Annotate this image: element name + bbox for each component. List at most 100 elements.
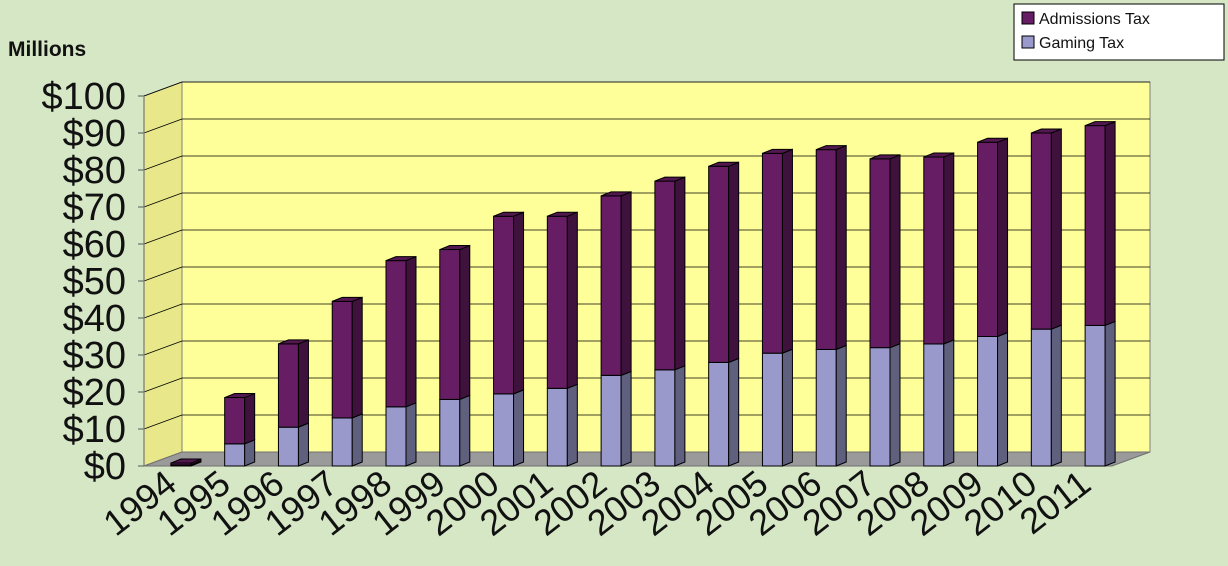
bar-side <box>351 413 363 467</box>
bar-front <box>385 406 407 467</box>
bar-side <box>351 296 363 419</box>
bar-admissions-tax-1994 <box>170 458 202 466</box>
gridline-side <box>143 192 183 208</box>
bar-gaming-tax-2005 <box>761 348 793 467</box>
bar-admissions-tax-2010 <box>1030 128 1062 330</box>
bar-side <box>674 365 686 467</box>
bar-front <box>331 300 353 419</box>
y-tick-label: $60 <box>63 224 126 266</box>
bar-front <box>277 343 299 428</box>
bar-admissions-tax-2007 <box>869 154 901 349</box>
bar-front <box>815 348 837 467</box>
bar-side <box>459 244 471 401</box>
bar-side <box>728 357 740 467</box>
bar-side <box>244 392 256 445</box>
bar-side <box>566 211 578 390</box>
bar-side <box>405 402 417 467</box>
bar-top <box>332 296 363 302</box>
bar-side <box>889 342 901 467</box>
bar-front <box>1084 125 1106 326</box>
bar-admissions-tax-1996 <box>277 339 309 428</box>
bar-gaming-tax-2004 <box>708 357 740 467</box>
bar-top <box>439 245 470 251</box>
bar-front <box>385 260 407 408</box>
bar-side <box>728 161 740 364</box>
bar-side <box>943 152 955 345</box>
y-tick-label: $20 <box>63 372 126 414</box>
bar-front <box>546 215 568 389</box>
bar-front <box>654 180 676 371</box>
gridline-side <box>143 340 183 356</box>
bar-front <box>224 443 246 467</box>
bar-admissions-tax-2006 <box>815 144 847 351</box>
y-tick-label: $100 <box>41 76 126 118</box>
y-tick-label: $30 <box>63 335 126 377</box>
bar-top <box>547 211 578 217</box>
gridline-side <box>143 118 183 134</box>
bar-gaming-tax-2009 <box>977 331 1009 467</box>
bar-top <box>762 148 793 154</box>
bar-side <box>297 422 309 467</box>
bar-side <box>781 348 793 467</box>
y-tick-label: $50 <box>63 261 126 303</box>
gridline-side <box>143 81 183 97</box>
bar-gaming-tax-2011 <box>1084 320 1116 467</box>
gridline-side <box>143 303 183 319</box>
bar-front <box>761 152 783 354</box>
bar-front <box>277 426 299 467</box>
bar-top <box>600 191 632 197</box>
bar-side <box>674 176 686 371</box>
bars <box>170 120 1116 467</box>
bar-front <box>815 149 837 350</box>
bar-gaming-tax-2006 <box>815 344 847 467</box>
bar-admissions-tax-1997 <box>331 296 363 419</box>
y-tick-label: $90 <box>63 113 126 155</box>
bar-top <box>1031 128 1062 134</box>
y-tick-label: $0 <box>84 446 126 488</box>
bar-gaming-tax-1999 <box>439 394 471 467</box>
bar-front <box>493 393 515 467</box>
legend-box <box>1013 3 1225 61</box>
bar-gaming-tax-2000 <box>493 389 525 467</box>
bar-front <box>493 215 515 395</box>
bar-top <box>869 154 901 160</box>
bar-front <box>1030 328 1052 467</box>
bar-front <box>923 156 945 345</box>
bar-side <box>997 137 1009 338</box>
bar-front <box>761 352 783 467</box>
y-tick-label: $40 <box>63 298 126 340</box>
bar-top <box>923 152 954 158</box>
bar-top <box>1084 121 1116 127</box>
bar-top <box>278 339 309 345</box>
bar-gaming-tax-2010 <box>1030 324 1062 467</box>
bar-front <box>439 398 461 467</box>
gridline-side <box>143 266 183 282</box>
bar-side <box>513 389 525 467</box>
y-tick-label: $70 <box>63 187 126 229</box>
bar-admissions-tax-1998 <box>385 255 417 408</box>
legend-label-gaming-tax: Gaming Tax <box>1039 35 1124 52</box>
bar-admissions-tax-2008 <box>923 152 955 345</box>
bar-front <box>600 195 622 376</box>
bar-top <box>493 211 524 217</box>
bar-top <box>170 458 202 464</box>
legend-swatch-admissions-tax <box>1021 11 1035 25</box>
gridline-side <box>143 414 183 430</box>
bar-admissions-tax-1999 <box>439 244 471 401</box>
legend-label-admissions-tax: Admissions Tax <box>1039 11 1150 28</box>
bar-side <box>943 339 955 467</box>
gridline-side <box>143 155 183 171</box>
bar-side <box>1050 128 1062 330</box>
y-axis-unit-label: Millions <box>8 38 86 61</box>
bar-front <box>708 361 730 467</box>
bar-front <box>977 141 999 337</box>
bar-side <box>1104 120 1116 327</box>
bar-front <box>331 417 353 467</box>
bar-admissions-tax-2004 <box>708 161 740 364</box>
bar-front <box>869 347 891 467</box>
bar-front <box>224 397 246 445</box>
y-axis-ticks: $0$10$20$30$40$50$60$70$80$90$100 <box>41 76 145 488</box>
bar-top <box>816 145 847 151</box>
bar-side <box>297 339 309 428</box>
